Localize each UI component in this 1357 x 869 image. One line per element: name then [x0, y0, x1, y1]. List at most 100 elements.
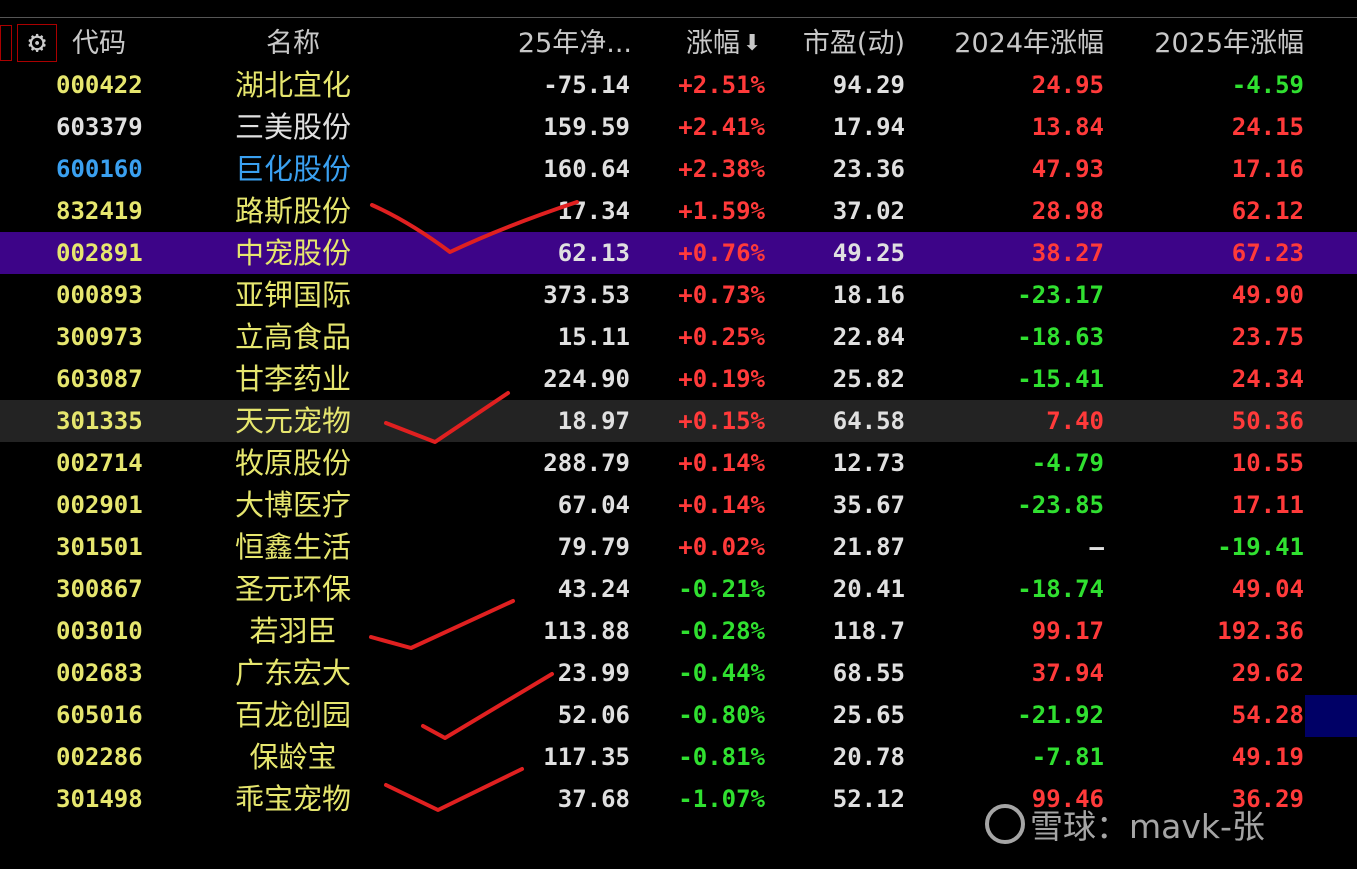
net-profit-25: 62.13: [557, 239, 630, 267]
table-row[interactable]: 000893 亚钾国际 373.53 +0.73% 18.16 -23.17 49.90: [0, 274, 1357, 316]
change-2024: -18.63: [1017, 323, 1104, 351]
net-profit-25: 224.90: [543, 365, 630, 393]
pe-ratio: 68.55: [832, 659, 905, 687]
change-2025: 192.36: [1217, 617, 1304, 645]
code: 003010: [56, 617, 143, 645]
change: -1.07%: [678, 785, 765, 813]
table-row[interactable]: 000422 湖北宜化 -75.14 +2.51% 94.29 24.95 -4.59: [0, 64, 1357, 106]
table-row[interactable]: 600160 巨化股份 160.64 +2.38% 23.36 47.93 17.16: [0, 148, 1357, 190]
change: -0.44%: [678, 659, 765, 687]
column-header[interactable]: 2024年涨幅: [954, 28, 1104, 59]
code: 603379: [56, 113, 143, 141]
pe-ratio: 12.73: [832, 449, 905, 477]
net-profit-25: 113.88: [543, 617, 630, 645]
net-profit-25: 37.68: [557, 785, 630, 813]
change-2025: 17.11: [1231, 491, 1304, 519]
change-2024: 38.27: [1031, 239, 1104, 267]
name: 圣元环保: [234, 572, 351, 606]
table-row[interactable]: 002901 大博医疗 67.04 +0.14% 35.67 -23.85 17.11: [0, 484, 1357, 526]
change: +0.25%: [678, 323, 765, 351]
table-row[interactable]: 300867 圣元环保 43.24 -0.21% 20.41 -18.74 49.04: [0, 568, 1357, 610]
change-2024: -15.41: [1017, 365, 1104, 393]
net-profit-25: 17.34: [557, 197, 630, 225]
change-2025: 36.29: [1231, 785, 1304, 813]
name: 保龄宝: [249, 740, 337, 774]
table-row[interactable]: 003010 若羽臣 113.88 -0.28% 118.7 99.17 192.36: [0, 610, 1357, 652]
table-row[interactable]: 002683 广东宏大 23.99 -0.44% 68.55 37.94 29.62: [0, 652, 1357, 694]
change: +0.14%: [678, 491, 765, 519]
table-row[interactable]: 301498 乖宝宠物 37.68 -1.07% 52.12 99.46 36.29: [0, 778, 1357, 820]
pe-ratio: 20.41: [832, 575, 905, 603]
table-row[interactable]: 002714 牧原股份 288.79 +0.14% 12.73 -4.79 10.55: [0, 442, 1357, 484]
change-2024: 47.93: [1031, 155, 1104, 183]
code: 301498: [56, 785, 143, 813]
change: +2.38%: [678, 155, 765, 183]
change-2025: 24.15: [1231, 113, 1304, 141]
table-row[interactable]: 603379 三美股份 159.59 +2.41% 17.94 13.84 24.15: [0, 106, 1357, 148]
column-header[interactable]: 代码: [72, 28, 126, 59]
table-row[interactable]: 301501 恒鑫生活 79.79 +0.02% 21.87 — -19.41: [0, 526, 1357, 568]
change-2025: 50.36: [1231, 407, 1304, 435]
net-profit-25: 79.79: [557, 533, 630, 561]
pe-ratio: 20.78: [832, 743, 905, 771]
net-profit-25: 52.06: [557, 701, 630, 729]
code: 002714: [56, 449, 143, 477]
left-tab[interactable]: [0, 25, 12, 61]
change-2024: 13.84: [1031, 113, 1104, 141]
change-2025: 49.90: [1231, 281, 1304, 309]
change-2024: -21.92: [1017, 701, 1104, 729]
code: 300867: [56, 575, 143, 603]
table-row[interactable]: 300973 立高食品 15.11 +0.25% 22.84 -18.63 23.75: [0, 316, 1357, 358]
change: -0.28%: [678, 617, 765, 645]
pe-ratio: 25.65: [832, 701, 905, 729]
change-2025: 10.55: [1231, 449, 1304, 477]
change: -0.81%: [678, 743, 765, 771]
sort-arrow[interactable]: ⬇: [743, 31, 762, 56]
change: +0.76%: [678, 239, 765, 267]
column-header[interactable]: 2025年涨幅: [1154, 28, 1304, 59]
table-row[interactable]: 603087 甘李药业 224.90 +0.19% 25.82 -15.41 24.34: [0, 358, 1357, 400]
net-profit-25: 288.79: [543, 449, 630, 477]
change: +0.14%: [678, 449, 765, 477]
pe-ratio: 25.82: [832, 365, 905, 393]
change: +0.02%: [678, 533, 765, 561]
column-header[interactable]: 涨幅: [686, 28, 740, 59]
change-2025: 23.75: [1231, 323, 1304, 351]
code: 832419: [56, 197, 143, 225]
table-row[interactable]: 301335 天元宠物 18.97 +0.15% 64.58 7.40 50.36: [0, 400, 1357, 442]
name: 大博医疗: [234, 488, 351, 522]
change-2024: 24.95: [1031, 71, 1104, 99]
watermark: 雪球：mavk-张: [1030, 807, 1265, 846]
scroll-marker: [1305, 695, 1357, 737]
name: 甘李药业: [234, 362, 351, 396]
change: +1.59%: [678, 197, 765, 225]
change-2024: 99.46: [1031, 785, 1104, 813]
change-2024: -4.79: [1031, 449, 1104, 477]
change: +2.51%: [678, 71, 765, 99]
code: 300973: [56, 323, 143, 351]
change-2024: -23.85: [1017, 491, 1104, 519]
net-profit-25: 117.35: [543, 743, 630, 771]
change-2025: -19.41: [1217, 533, 1304, 561]
code: 605016: [56, 701, 143, 729]
column-header[interactable]: 市盈(动): [802, 28, 905, 59]
change-2024: 37.94: [1031, 659, 1104, 687]
pe-ratio: 64.58: [832, 407, 905, 435]
pe-ratio: 23.36: [832, 155, 905, 183]
code: 002901: [56, 491, 143, 519]
change-2025: 54.28: [1231, 701, 1304, 729]
change: -0.21%: [678, 575, 765, 603]
code: 301335: [56, 407, 143, 435]
table-row[interactable]: 605016 百龙创园 52.06 -0.80% 25.65 -21.92 54.28: [0, 694, 1357, 736]
name: 牧原股份: [234, 446, 351, 480]
change: +2.41%: [678, 113, 765, 141]
table-row[interactable]: 832419 路斯股份 17.34 +1.59% 37.02 28.98 62.12: [0, 190, 1357, 232]
table-row[interactable]: 002891 中宠股份 62.13 +0.76% 49.25 38.27 67.23: [0, 232, 1357, 274]
change-2025: 62.12: [1231, 197, 1304, 225]
column-header[interactable]: 名称: [266, 28, 320, 59]
settings-icon[interactable]: ⚙: [17, 24, 57, 62]
column-header[interactable]: 25年净...: [517, 28, 632, 59]
table-row[interactable]: 002286 保龄宝 117.35 -0.81% 20.78 -7.81 49.19: [0, 736, 1357, 778]
code: 600160: [56, 155, 143, 183]
